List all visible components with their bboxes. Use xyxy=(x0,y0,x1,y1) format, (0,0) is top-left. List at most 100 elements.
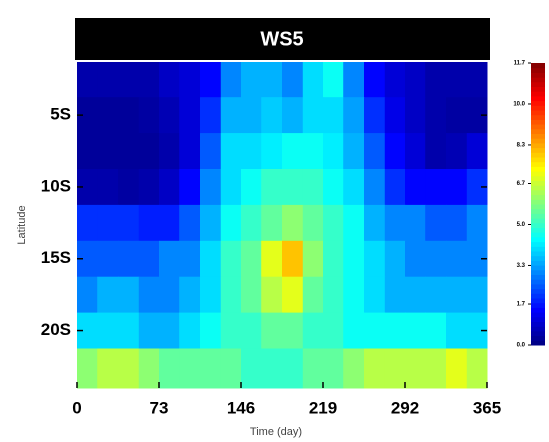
heat-cell xyxy=(466,62,488,98)
colorbar-segment xyxy=(531,72,545,78)
heat-cell xyxy=(179,168,201,206)
heat-cell xyxy=(220,348,242,389)
heat-cell xyxy=(405,312,426,350)
heat-cell xyxy=(97,312,119,350)
heat-cell xyxy=(364,62,386,98)
heat-cell xyxy=(466,168,488,206)
heat-cell xyxy=(179,204,201,242)
colorbar-segment xyxy=(531,251,545,257)
heat-cell xyxy=(343,276,365,314)
heat-cell xyxy=(77,97,98,134)
heat-cell xyxy=(97,204,119,242)
heat-cell xyxy=(302,62,324,98)
colorbar-tick-label: 5.0 xyxy=(517,222,526,228)
heat-cell xyxy=(200,312,222,350)
colorbar-segment xyxy=(531,298,545,304)
colorbar-segment xyxy=(531,326,545,332)
heat-cell xyxy=(302,276,324,314)
heat-cell xyxy=(138,276,160,314)
heat-cell xyxy=(241,312,262,350)
heat-cell xyxy=(466,204,488,242)
colorbar-segment xyxy=(531,312,545,318)
colorbar-tick-label: 11.7 xyxy=(514,61,526,67)
heat-cell xyxy=(343,348,365,389)
heat-cell xyxy=(241,276,262,314)
heat-cell xyxy=(261,276,283,314)
heat-cell xyxy=(282,62,304,98)
heat-cell xyxy=(200,62,222,98)
heat-cell xyxy=(261,348,283,389)
colorbar-tick-label: 6.7 xyxy=(517,181,526,187)
heat-cell xyxy=(446,348,468,389)
heat-cell xyxy=(343,133,365,170)
heat-cell xyxy=(220,240,242,278)
heat-cell xyxy=(261,97,283,134)
colorbar-segment xyxy=(531,222,545,228)
heat-cell xyxy=(159,312,180,350)
heat-cell xyxy=(425,204,447,242)
heat-cell xyxy=(425,276,447,314)
colorbar-tick-label: 10.0 xyxy=(513,102,525,108)
heat-cell xyxy=(302,204,324,242)
heat-cell xyxy=(466,133,488,170)
heat-cell xyxy=(282,204,304,242)
heat-cell xyxy=(405,168,426,206)
colorbar-segment xyxy=(531,166,545,172)
x-tick-label: 146 xyxy=(227,398,255,417)
heat-cell xyxy=(220,312,242,350)
colorbar-segment xyxy=(531,189,545,196)
heat-cell xyxy=(364,348,386,389)
heat-cell xyxy=(159,348,180,389)
heat-cell xyxy=(425,133,447,170)
x-tick-label: 0 xyxy=(72,398,81,417)
title-bar xyxy=(75,18,490,60)
heat-cell xyxy=(364,312,386,350)
heat-cell xyxy=(405,62,426,98)
heat-cell xyxy=(425,240,447,278)
colorbar-segment xyxy=(531,157,545,163)
heat-cell xyxy=(77,276,98,314)
heat-cell xyxy=(220,97,242,134)
heat-cell xyxy=(159,168,180,206)
x-axis-label: Time (day) xyxy=(250,426,302,438)
colorbar-segment xyxy=(531,194,545,200)
heat-cell xyxy=(466,97,488,134)
colorbar-tick-label: 1.7 xyxy=(517,302,526,308)
heat-cell xyxy=(323,133,344,170)
heat-cell xyxy=(302,133,324,170)
colorbar-segment xyxy=(531,138,545,144)
heat-cell xyxy=(138,133,160,170)
heat-cell xyxy=(364,240,386,278)
heat-cell xyxy=(77,168,98,206)
heat-cell xyxy=(323,204,344,242)
heat-cell xyxy=(446,168,468,206)
heat-cell xyxy=(384,97,406,134)
heat-cell xyxy=(323,276,344,314)
heat-cell xyxy=(282,168,304,206)
colorbar-segment xyxy=(531,321,545,327)
heat-cell xyxy=(200,97,222,134)
heat-cell xyxy=(466,276,488,314)
heat-cell xyxy=(343,97,365,134)
colorbar-segment xyxy=(531,241,545,247)
heat-cell xyxy=(77,204,98,242)
colorbar-segment xyxy=(531,95,545,102)
axes: 0 73 146 219 292 365 5S 10S 15S 20S xyxy=(41,105,501,418)
heat-cell xyxy=(425,348,447,389)
heat-cell xyxy=(466,348,488,389)
heat-cell xyxy=(179,240,201,278)
heat-cell xyxy=(384,276,406,314)
heat-cell xyxy=(343,168,365,206)
colorbar-tick-label: 3.3 xyxy=(517,263,526,269)
colorbar-segment xyxy=(531,302,545,308)
colorbar-segment xyxy=(531,208,545,214)
heat-cell xyxy=(466,312,488,350)
heat-cell xyxy=(241,168,262,206)
heat-cell xyxy=(261,204,283,242)
colorbar-segment xyxy=(531,316,545,322)
heat-cell xyxy=(241,133,262,170)
colorbar-segment xyxy=(531,204,545,210)
colorbar-segment xyxy=(531,307,545,313)
heat-cell xyxy=(138,240,160,278)
